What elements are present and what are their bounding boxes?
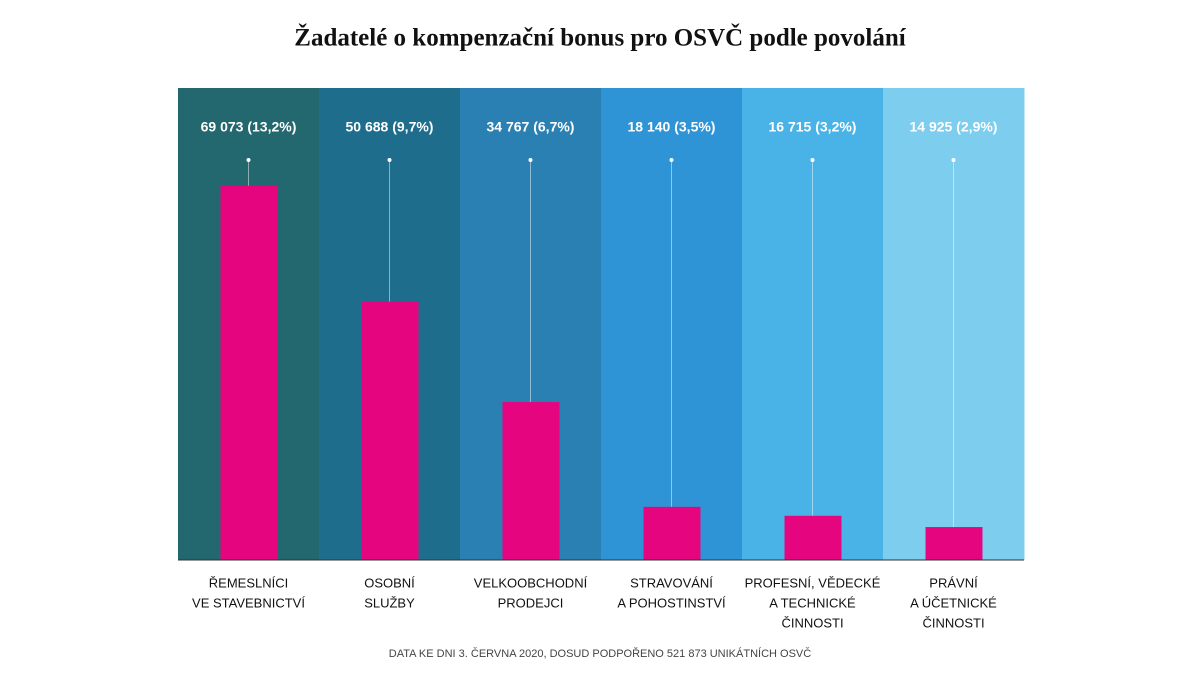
category-label: VE STAVEBNICTVÍ [192,595,305,610]
value-label: 16 715 (3,2%) [769,119,857,135]
category-label: ČINNOSTI [922,615,984,630]
note: DATA KE DNI 3. ČERVNA 2020, DOSUD PODPOŘ… [389,647,811,660]
leader-dot [387,158,392,162]
category-label: OSOBNÍ [364,575,415,590]
bar [643,506,701,560]
leader-dot [951,158,956,162]
chart-title: Žadatelé o kompenzační bonus pro OSVČ po… [294,23,907,52]
leader-dot [246,158,251,162]
value-label: 69 073 (13,2%) [201,119,297,135]
bar [784,515,842,560]
category-label: ČINNOSTI [781,615,843,630]
value-label: 34 767 (6,7%) [487,119,575,135]
leader-dot [528,158,533,162]
category-label: A ÚČETNICKÉ [910,595,997,610]
bar [361,301,419,560]
value-label: 18 140 (3,5%) [628,119,716,135]
value-label: 50 688 (9,7%) [346,119,434,135]
bar [502,402,560,560]
bar [925,527,983,560]
leader-dot [810,158,815,162]
value-label: 14 925 (2,9%) [910,119,998,135]
category-label: STRAVOVÁNÍ [630,575,713,590]
category-label: SLUŽBY [364,595,415,610]
category-label: PRODEJCI [498,595,564,610]
category-label: A TECHNICKÉ [769,595,856,610]
category-label: PROFESNÍ, VĚDECKÉ [745,575,881,590]
category-label: VELKOOBCHODNÍ [474,575,588,590]
category-label: A POHOSTINSTVÍ [617,595,726,610]
category-label: ŘEMESLNÍCI [209,575,288,590]
bar [220,185,278,560]
category-label: PRÁVNÍ [929,575,978,590]
leader-dot [669,158,674,162]
